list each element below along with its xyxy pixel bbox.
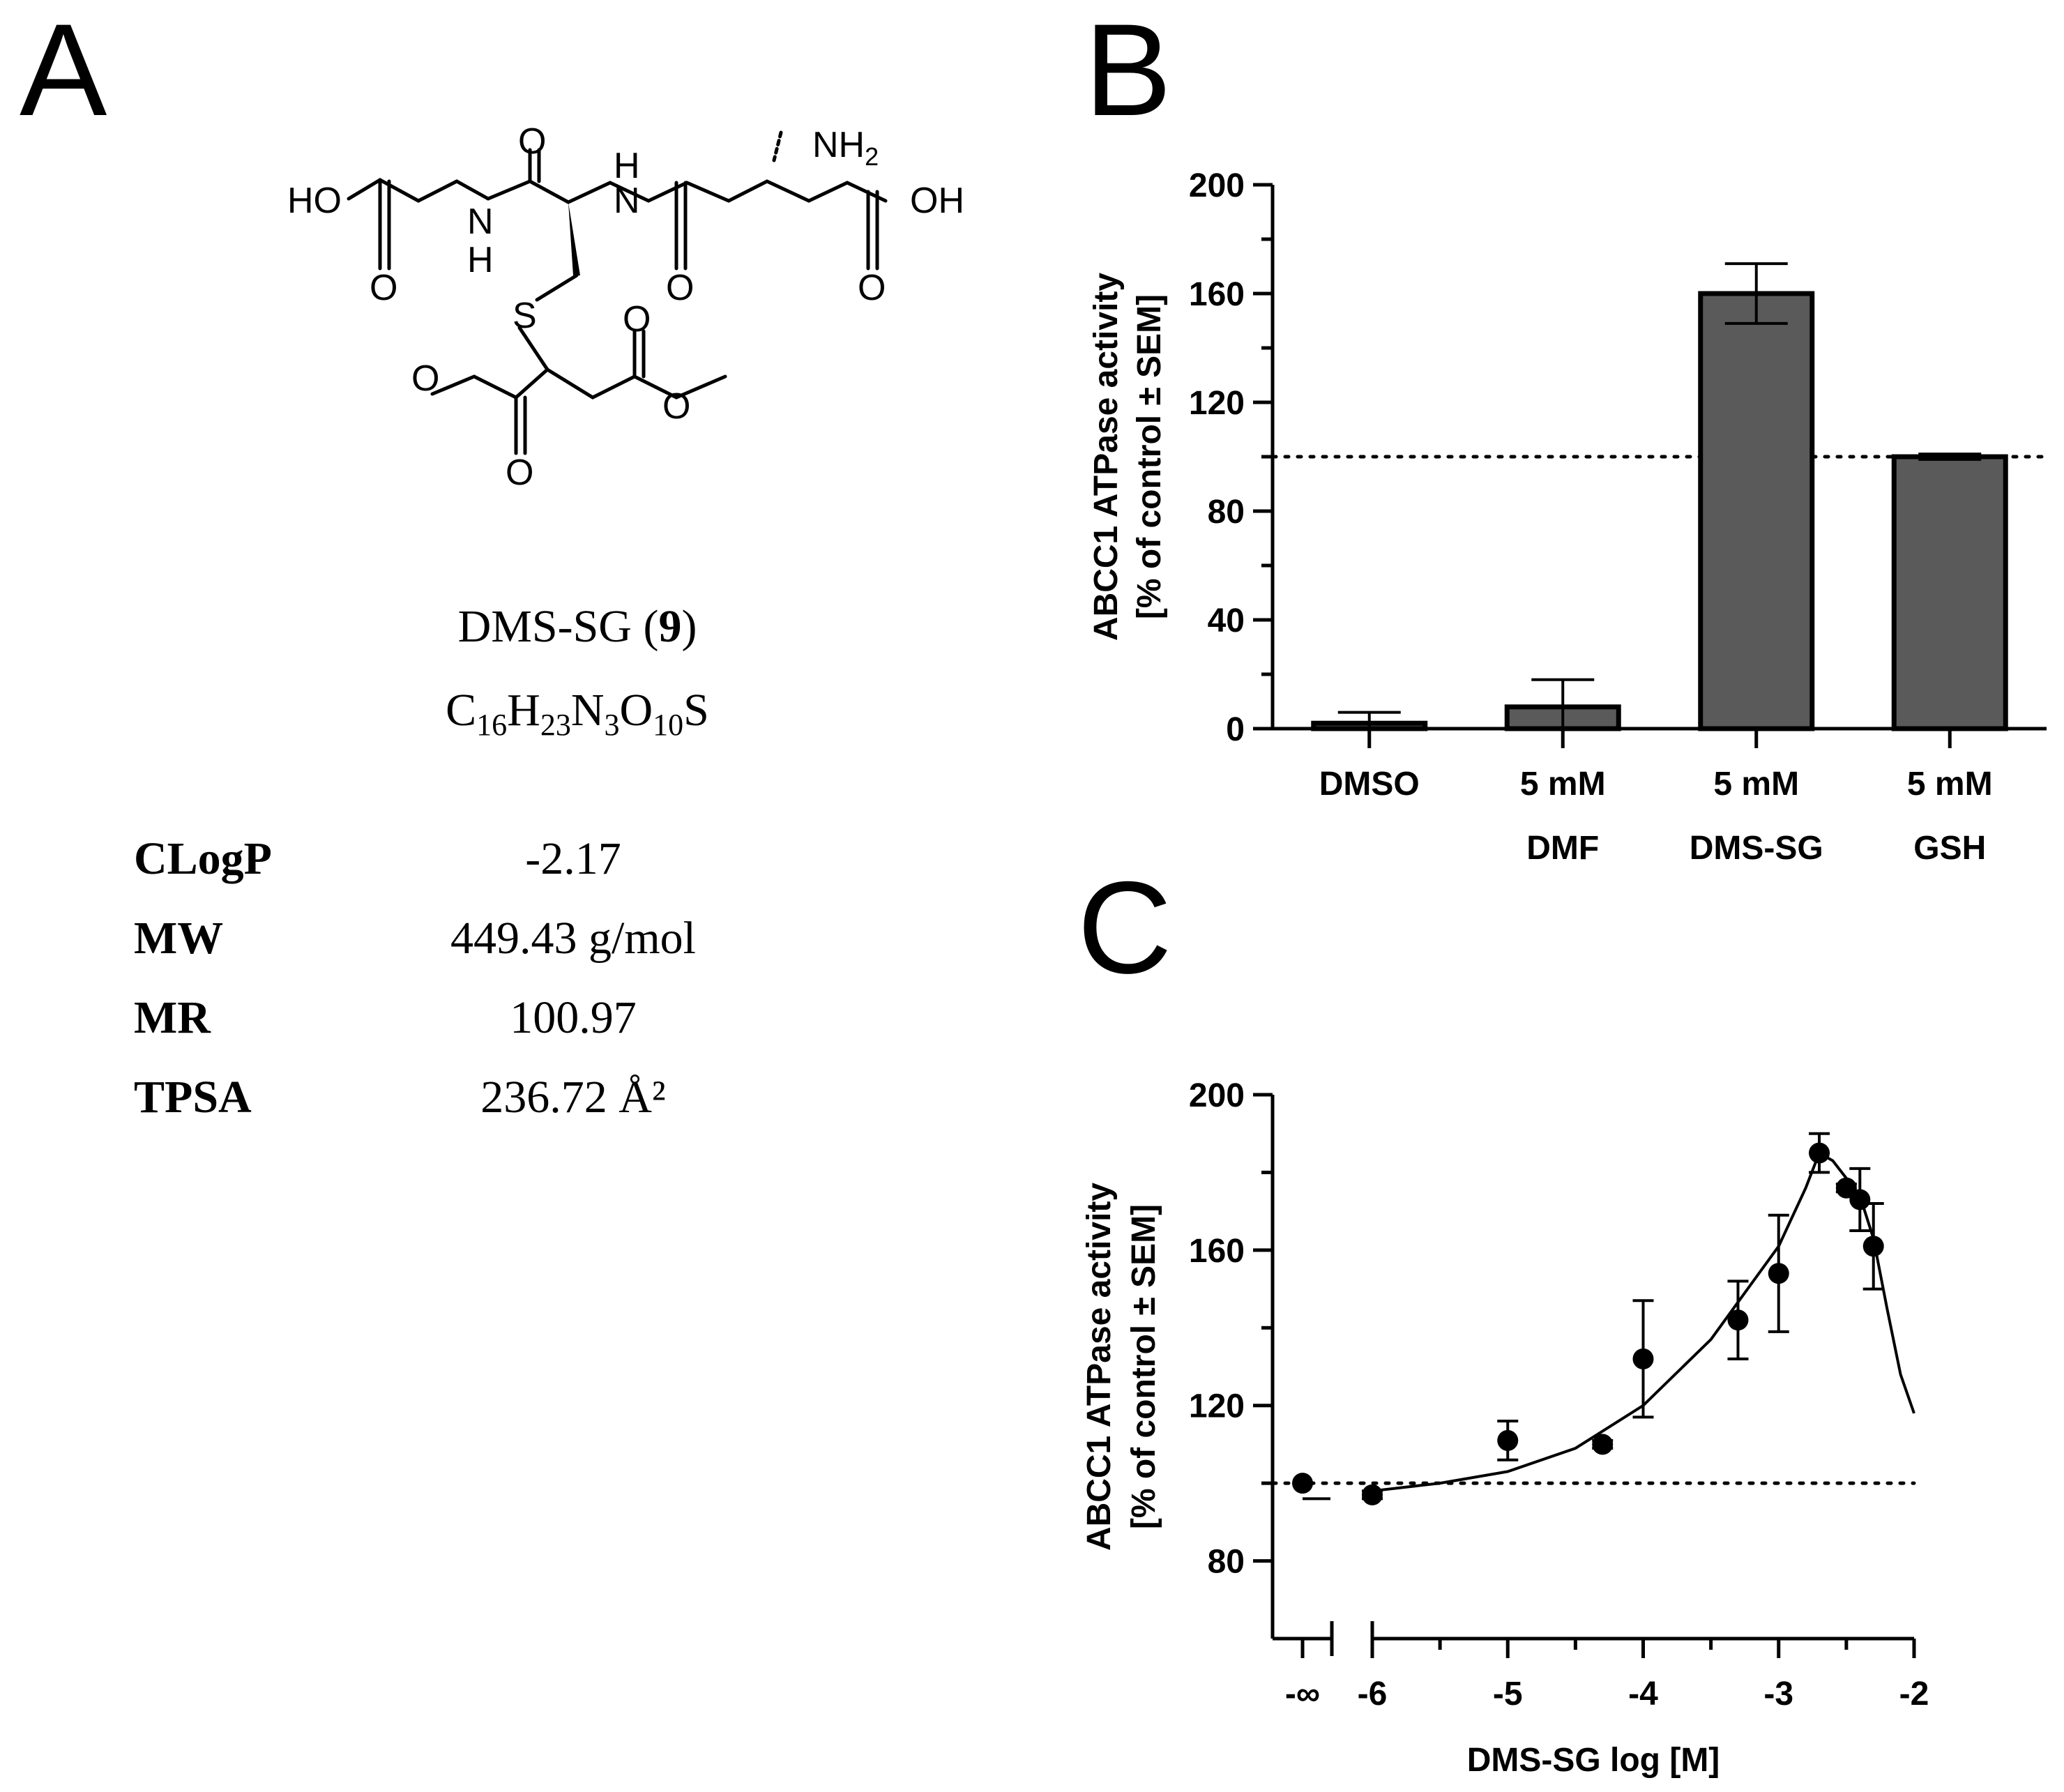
compound-name: DMS-SG (9): [458, 601, 697, 652]
y-tick-label: 120: [1189, 385, 1245, 422]
data-point: [1632, 1348, 1654, 1369]
x-tick-label-control: -∞: [1285, 1676, 1320, 1713]
bar: [1698, 291, 1815, 731]
bond-ester-methyl: [632, 374, 727, 400]
atom-o-ester2b: O: [662, 386, 690, 427]
panel-letter-c: C: [1077, 854, 1172, 1001]
data-point-control: [1292, 1473, 1313, 1494]
y-tick-label: 80: [1208, 494, 1245, 531]
atom-o-acid: O: [858, 268, 886, 308]
properties-table: CLogP -2.17 MW 449.43 g/mol MR 100.97 TP…: [134, 833, 696, 1123]
category-label: 5 mM: [1713, 766, 1799, 803]
atom-o-ester1b: O: [506, 453, 533, 493]
y-tick-label: 80: [1208, 1544, 1245, 1581]
bar: [1891, 454, 2008, 731]
category-label: 5 mM: [1520, 766, 1606, 803]
y-tick-label: 200: [1189, 1077, 1245, 1114]
data-point: [1849, 1189, 1871, 1210]
atom-oh: OH: [910, 181, 964, 221]
atom-h1: H: [467, 240, 494, 280]
fit-curve: [1372, 1151, 1915, 1493]
prop-value-mr: 100.97: [510, 992, 637, 1043]
panel-letter-b: B: [1084, 0, 1171, 143]
category-label: DMSO: [1319, 766, 1420, 803]
data-point: [1835, 1177, 1857, 1199]
data-point: [1497, 1429, 1519, 1451]
x-tick-label: -6: [1358, 1676, 1388, 1713]
x-axis-title: DMS-SG log [M]: [1467, 1742, 1720, 1779]
prop-label-clogp: CLogP: [134, 833, 272, 884]
y-axis-title: [% of control ± SEM]: [1125, 1204, 1162, 1529]
bond-ch2-s: [535, 273, 579, 302]
category-label: DMF: [1526, 830, 1599, 867]
prop-label-mr: MR: [134, 992, 211, 1043]
data-point: [1809, 1142, 1830, 1164]
bond-chain-left: [347, 178, 490, 203]
atom-o-ester1: O: [411, 358, 439, 399]
prop-value-tpsa: 236.72 Å²: [480, 1072, 665, 1123]
bond-hash: [772, 130, 783, 162]
atom-o-cys: O: [518, 121, 546, 162]
y-tick-label: 120: [1189, 1388, 1245, 1425]
atom-h2: H: [614, 146, 640, 186]
structure-drawing: [347, 130, 888, 455]
y-tick-label: 0: [1226, 711, 1245, 748]
x-tick-label: -5: [1493, 1676, 1523, 1713]
atom-o-gly: O: [370, 268, 397, 308]
atom-s: S: [513, 296, 537, 336]
category-label: GSH: [1913, 830, 1986, 867]
bar-chart: 0 40 80 120 160 200 DMSO 5 mM DMF 5 mM DMS-SG 5 mM G…: [1088, 167, 2049, 867]
compound-formula: C16H23N3O10S: [446, 685, 709, 742]
prop-value-clogp: -2.17: [525, 833, 621, 884]
atom-n1: N: [467, 202, 494, 242]
atom-n2: N: [614, 181, 640, 221]
panel-letter-a: A: [20, 0, 107, 143]
data-point: [1862, 1236, 1884, 1257]
prop-value-mw: 449.43 g/mol: [450, 913, 696, 964]
x-tick-label: -4: [1628, 1676, 1658, 1713]
y-axis-title: [% of control ± SEM]: [1131, 294, 1168, 619]
prop-label-tpsa: TPSA: [134, 1072, 252, 1123]
atom-o-glu: O: [666, 268, 694, 308]
dose-response-chart: 80 120 160 200 -∞ -6 -5 -4 -3 -2 DMS-SG log [M] ABC…: [1081, 1077, 1929, 1779]
y-axis-title: ABCC1 ATPase activity: [1081, 1183, 1118, 1551]
bond-wedge: [568, 202, 580, 275]
y-tick-label: 160: [1189, 276, 1245, 313]
y-tick-label: 200: [1189, 167, 1245, 204]
data-point: [1727, 1309, 1749, 1331]
atom-o-ester2: O: [623, 299, 651, 340]
prop-label-mw: MW: [134, 913, 223, 964]
y-tick-label: 160: [1189, 1233, 1245, 1270]
bond-ester-right: [545, 367, 637, 400]
category-label: DMS-SG: [1690, 830, 1823, 867]
x-tick-label: -3: [1763, 1676, 1793, 1713]
bond-ester-left: [430, 326, 550, 400]
data-point: [1592, 1434, 1614, 1455]
data-point: [1768, 1263, 1789, 1284]
atom-ho: HO: [287, 181, 342, 221]
category-label: 5 mM: [1907, 766, 1993, 803]
atom-nh2: NH2: [812, 125, 879, 171]
x-tick-label: -2: [1899, 1676, 1929, 1713]
y-tick-label: 40: [1208, 602, 1245, 639]
data-point: [1362, 1484, 1383, 1505]
y-axis-title: ABCC1 ATPase activity: [1088, 273, 1125, 641]
